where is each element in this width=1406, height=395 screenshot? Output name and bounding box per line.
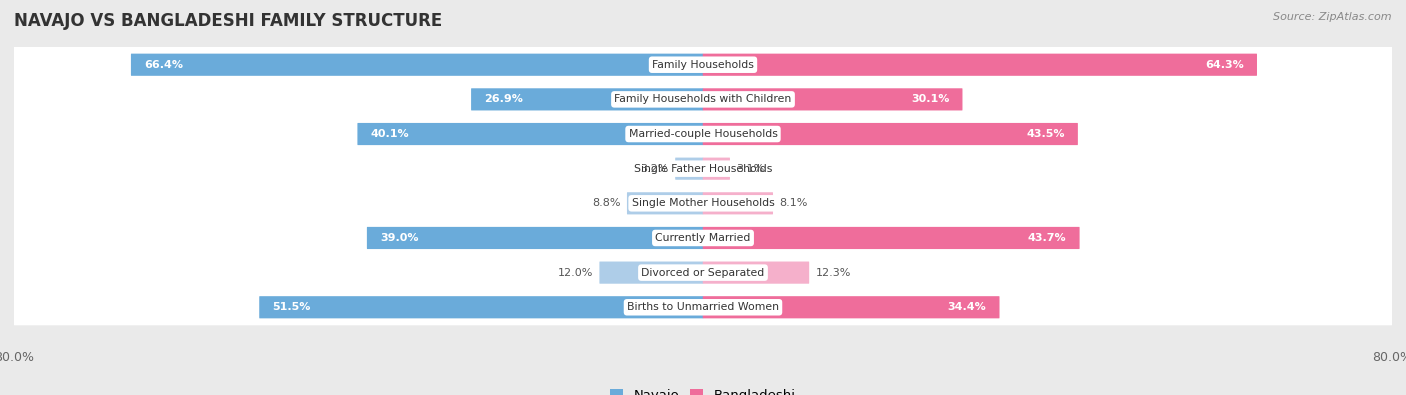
Text: 3.2%: 3.2% [640, 164, 669, 174]
Text: Births to Unmarried Women: Births to Unmarried Women [627, 302, 779, 312]
Text: Currently Married: Currently Married [655, 233, 751, 243]
Text: Source: ZipAtlas.com: Source: ZipAtlas.com [1274, 12, 1392, 22]
FancyBboxPatch shape [703, 192, 773, 214]
FancyBboxPatch shape [627, 192, 703, 214]
Text: 8.8%: 8.8% [592, 198, 620, 208]
Text: Single Mother Households: Single Mother Households [631, 198, 775, 208]
Text: 51.5%: 51.5% [273, 302, 311, 312]
FancyBboxPatch shape [14, 255, 1392, 291]
FancyBboxPatch shape [14, 81, 1392, 117]
Text: 64.3%: 64.3% [1205, 60, 1244, 70]
FancyBboxPatch shape [599, 261, 703, 284]
Text: 39.0%: 39.0% [380, 233, 419, 243]
FancyBboxPatch shape [703, 54, 1257, 76]
Text: Family Households with Children: Family Households with Children [614, 94, 792, 104]
FancyBboxPatch shape [14, 150, 1392, 187]
FancyBboxPatch shape [259, 296, 703, 318]
Text: Family Households: Family Households [652, 60, 754, 70]
Text: 43.5%: 43.5% [1026, 129, 1064, 139]
FancyBboxPatch shape [131, 54, 703, 76]
Text: 66.4%: 66.4% [143, 60, 183, 70]
FancyBboxPatch shape [471, 88, 703, 111]
FancyBboxPatch shape [367, 227, 703, 249]
Text: NAVAJO VS BANGLADESHI FAMILY STRUCTURE: NAVAJO VS BANGLADESHI FAMILY STRUCTURE [14, 12, 443, 30]
FancyBboxPatch shape [703, 296, 1000, 318]
Text: 40.1%: 40.1% [371, 129, 409, 139]
FancyBboxPatch shape [703, 158, 730, 180]
Text: 30.1%: 30.1% [911, 94, 949, 104]
FancyBboxPatch shape [14, 47, 1392, 83]
FancyBboxPatch shape [703, 88, 963, 111]
FancyBboxPatch shape [14, 289, 1392, 325]
Text: 26.9%: 26.9% [484, 94, 523, 104]
FancyBboxPatch shape [14, 220, 1392, 256]
FancyBboxPatch shape [675, 158, 703, 180]
Text: 34.4%: 34.4% [948, 302, 987, 312]
Text: Divorced or Separated: Divorced or Separated [641, 268, 765, 278]
Text: 8.1%: 8.1% [780, 198, 808, 208]
Legend: Navajo, Bangladeshi: Navajo, Bangladeshi [610, 389, 796, 395]
FancyBboxPatch shape [703, 123, 1078, 145]
FancyBboxPatch shape [357, 123, 703, 145]
Text: 3.1%: 3.1% [737, 164, 765, 174]
FancyBboxPatch shape [14, 185, 1392, 221]
FancyBboxPatch shape [703, 227, 1080, 249]
Text: Single Father Households: Single Father Households [634, 164, 772, 174]
Text: 12.0%: 12.0% [557, 268, 593, 278]
FancyBboxPatch shape [14, 116, 1392, 152]
FancyBboxPatch shape [703, 261, 810, 284]
Text: Married-couple Households: Married-couple Households [628, 129, 778, 139]
Text: 43.7%: 43.7% [1028, 233, 1066, 243]
Text: 12.3%: 12.3% [815, 268, 851, 278]
